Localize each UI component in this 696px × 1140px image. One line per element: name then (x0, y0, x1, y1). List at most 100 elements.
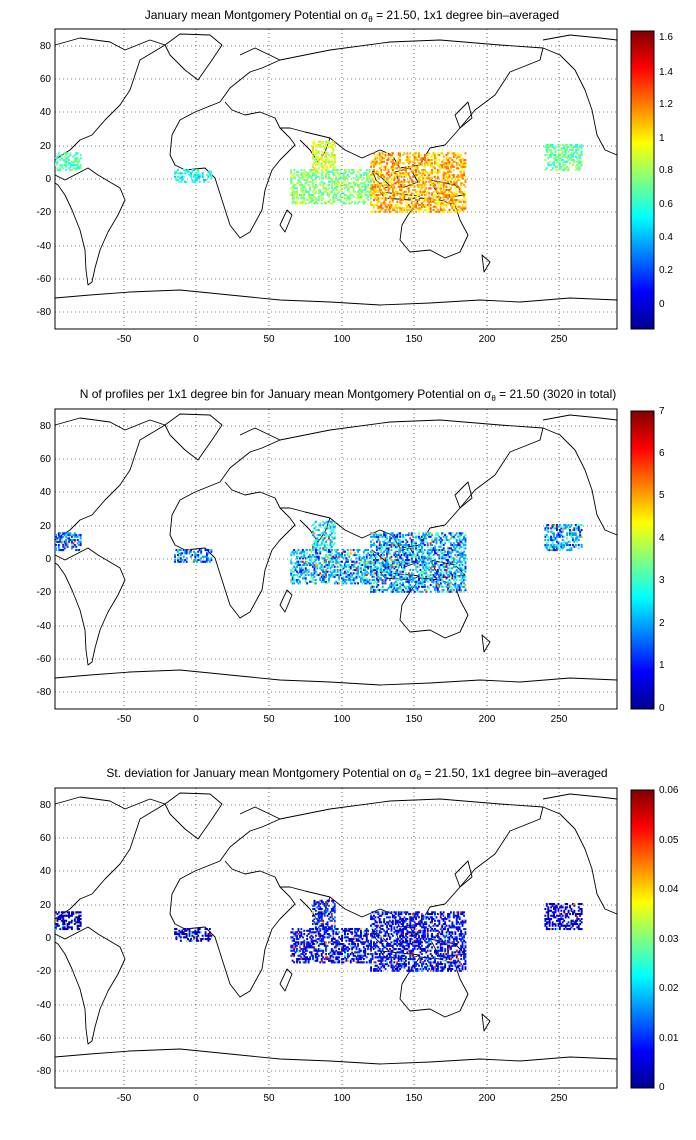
data-cell (421, 539, 423, 542)
data-cell (364, 929, 367, 932)
data-cell (362, 557, 365, 560)
data-cell (563, 535, 566, 538)
data-cell (441, 579, 444, 582)
data-cell (558, 159, 561, 162)
data-cell (383, 200, 386, 203)
data-cell (461, 569, 464, 572)
data-cell (352, 936, 355, 939)
data-cell (422, 542, 425, 545)
data-cell (296, 560, 298, 563)
data-cell (370, 562, 372, 565)
data-cell (291, 928, 294, 931)
data-cell (362, 174, 365, 177)
data-cell (338, 956, 341, 959)
data-cell (397, 175, 400, 178)
data-cell (310, 180, 313, 183)
data-cell (557, 152, 560, 155)
data-cell (429, 535, 432, 538)
data-cell (63, 159, 66, 162)
data-cell (374, 157, 377, 160)
data-cell (580, 144, 583, 147)
data-cell (375, 555, 378, 558)
data-cell (464, 197, 467, 200)
data-cell (358, 175, 361, 178)
data-cell (406, 544, 409, 547)
data-cell (458, 190, 461, 193)
data-cell (429, 567, 432, 570)
data-cell (333, 909, 336, 912)
data-cell (450, 574, 452, 577)
data-cell (335, 946, 338, 949)
data-cell (66, 542, 69, 545)
data-cell (556, 155, 558, 158)
data-cell (419, 539, 422, 542)
data-cell (419, 154, 422, 157)
data-cell (547, 150, 550, 153)
data-cell (65, 544, 68, 547)
data-cell (322, 575, 325, 578)
data-cell (558, 169, 561, 172)
data-cell (78, 160, 81, 163)
data-cell (348, 579, 351, 582)
data-cell (303, 929, 306, 932)
data-cell (335, 560, 338, 563)
data-cell (329, 956, 332, 959)
data-cell (364, 941, 367, 944)
data-cell (570, 547, 573, 550)
data-cell (448, 209, 451, 212)
data-cell (329, 958, 332, 961)
data-cell (332, 899, 335, 902)
data-cell (426, 164, 429, 167)
data-cell (73, 539, 76, 542)
data-cell (436, 590, 439, 593)
data-cell (370, 185, 372, 188)
data-cell (317, 159, 320, 162)
data-cell (431, 539, 433, 542)
data-cell (314, 155, 317, 158)
data-cell (371, 554, 374, 557)
data-cell (354, 934, 357, 937)
data-cell (329, 542, 332, 545)
data-cell (373, 204, 375, 207)
data-cell (316, 938, 319, 941)
data-cell (435, 172, 438, 175)
data-cell (451, 574, 454, 577)
data-cell (556, 540, 558, 543)
data-cell (55, 535, 57, 538)
data-cell (320, 914, 323, 917)
data-cell (447, 539, 449, 542)
data-cell (371, 544, 374, 547)
data-cell (438, 192, 441, 195)
data-cell (457, 584, 460, 587)
data-cell (387, 157, 390, 160)
data-cell (410, 585, 413, 588)
data-cell (426, 159, 429, 162)
data-cell (387, 179, 390, 182)
data-cell (556, 527, 558, 530)
data-cell (362, 567, 365, 570)
data-cell (383, 582, 386, 585)
data-cell (409, 184, 412, 187)
data-cell (309, 928, 311, 931)
data-cell (460, 160, 463, 163)
data-cell (362, 946, 365, 949)
data-cell (303, 175, 306, 178)
data-cell (346, 552, 349, 555)
data-cell (450, 575, 452, 578)
data-cell (75, 167, 78, 170)
data-cell (325, 190, 327, 193)
colorbar-tick-label: 1.4 (659, 67, 673, 78)
data-cell (374, 194, 377, 197)
data-cell (561, 164, 564, 167)
data-cell (448, 177, 451, 180)
data-cell (371, 936, 374, 939)
data-cell (419, 582, 422, 585)
data-cell (556, 535, 558, 538)
data-cell (294, 569, 297, 572)
data-cell (391, 570, 394, 573)
data-cell (436, 190, 439, 193)
data-cell (574, 545, 577, 548)
data-cell (405, 175, 407, 178)
data-cell (399, 207, 402, 210)
data-cell (386, 552, 388, 555)
